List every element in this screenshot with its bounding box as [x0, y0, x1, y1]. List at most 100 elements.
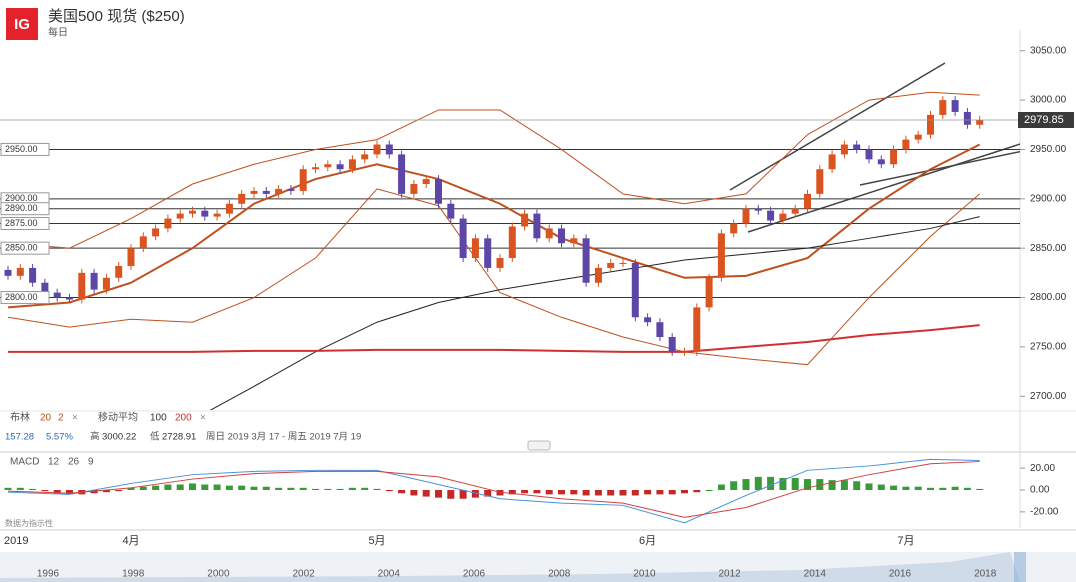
candle-body — [16, 267, 24, 276]
y-tick-label: 2750.00 — [1030, 342, 1067, 353]
macd-bar — [348, 487, 356, 490]
candle-body — [791, 208, 799, 214]
candle-body — [29, 267, 37, 283]
legend-item: 200 — [175, 413, 192, 424]
price-plot — [0, 91, 1020, 410]
candle-body — [865, 149, 873, 160]
legend-item: 移动平均 — [98, 411, 138, 424]
macd-bar — [299, 487, 307, 490]
candle-body — [213, 213, 221, 217]
macd-bar — [877, 484, 885, 490]
navigator-window[interactable] — [1014, 552, 1026, 582]
candle-body — [840, 144, 848, 155]
level-box — [0, 142, 50, 156]
level-label: 2890.00 — [5, 203, 38, 213]
candle-body — [668, 337, 676, 352]
macd-line — [7, 458, 980, 524]
trend-line — [747, 143, 1020, 233]
candle-body — [4, 269, 12, 276]
candle-body — [533, 213, 541, 239]
macd-bar — [385, 490, 393, 492]
y-tick-label: 20.00 — [1030, 463, 1055, 474]
macd-bar — [484, 490, 492, 497]
candle-body — [767, 210, 775, 221]
candle-body — [447, 203, 455, 219]
note: 数据为指示性 — [5, 518, 53, 528]
macd-bar — [582, 490, 590, 496]
candle-body — [127, 248, 135, 266]
candle-body — [582, 238, 590, 283]
legend-item: 20 — [40, 413, 52, 424]
level-box — [0, 241, 50, 255]
level-label: 2875.00 — [5, 218, 38, 228]
candle-body — [570, 238, 578, 244]
x-tick-label: 7月 — [897, 535, 914, 547]
candle-body — [422, 179, 430, 185]
candle-body — [299, 169, 307, 191]
legend-item: × — [200, 413, 206, 424]
macd-bar — [4, 487, 12, 490]
candle-body — [275, 188, 283, 194]
macd-bar — [287, 487, 295, 490]
macd-bar — [681, 490, 688, 494]
macd-bar — [840, 480, 848, 490]
candle-body — [951, 100, 959, 112]
candle-body — [164, 218, 172, 229]
candle-body — [373, 144, 381, 155]
info-item: 3000.22 — [102, 432, 136, 443]
nav-year: 2018 — [974, 569, 997, 580]
logo — [6, 8, 38, 40]
candle-body — [287, 188, 295, 191]
macd-bar — [127, 487, 135, 490]
macd-bar — [631, 490, 639, 496]
candle-body — [201, 210, 209, 217]
macd-legend: 26 — [68, 457, 80, 468]
macd-bar — [398, 490, 406, 494]
candle-body — [484, 238, 492, 268]
macd-bar — [336, 488, 344, 490]
candle-body — [976, 119, 984, 125]
info-item: 周日 2019 3月 17 - 周五 2019 7月 19 — [206, 432, 361, 443]
nav-year: 2014 — [804, 569, 827, 580]
y-tick-label: 2900.00 — [1030, 193, 1067, 204]
candle-body — [385, 144, 393, 155]
macd-bar — [16, 487, 24, 490]
candle-body — [78, 272, 86, 300]
level-label: 2900.00 — [5, 193, 38, 203]
candle-body — [225, 203, 233, 214]
macd-bar — [250, 486, 258, 490]
candle-body — [963, 111, 971, 125]
level-box — [0, 217, 50, 230]
candle-body — [890, 149, 898, 165]
indicator-line — [7, 91, 980, 249]
indicator-line — [8, 324, 980, 353]
macd-bar — [754, 476, 762, 490]
candle-body — [607, 262, 615, 268]
macd-bar — [742, 479, 750, 490]
candle-body — [545, 228, 553, 239]
macd-bar — [656, 490, 664, 495]
macd-bar — [914, 486, 922, 490]
nav-year: 2008 — [548, 569, 571, 580]
macd-bar — [435, 490, 442, 498]
macd-bar — [164, 484, 172, 490]
level-box — [0, 202, 50, 216]
y-tick-label: 2800.00 — [1030, 292, 1067, 303]
x-tick-label: 2019 — [4, 535, 28, 547]
candle-body — [115, 265, 123, 278]
macd-bar — [804, 479, 811, 490]
macd-bar — [152, 485, 160, 490]
macd-bar — [705, 490, 713, 491]
candle-body — [348, 159, 356, 170]
y-tick-label: 2700.00 — [1030, 391, 1067, 402]
macd-plot — [4, 458, 984, 524]
info-item: 2728.91 — [162, 432, 196, 443]
candle-body — [717, 233, 725, 278]
candle-body — [238, 193, 246, 204]
macd-bar — [201, 484, 209, 490]
candle-body — [656, 322, 664, 338]
nav-year: 1998 — [122, 569, 145, 580]
resize-handle[interactable] — [527, 440, 551, 451]
level-label: 2800.00 — [5, 292, 38, 302]
